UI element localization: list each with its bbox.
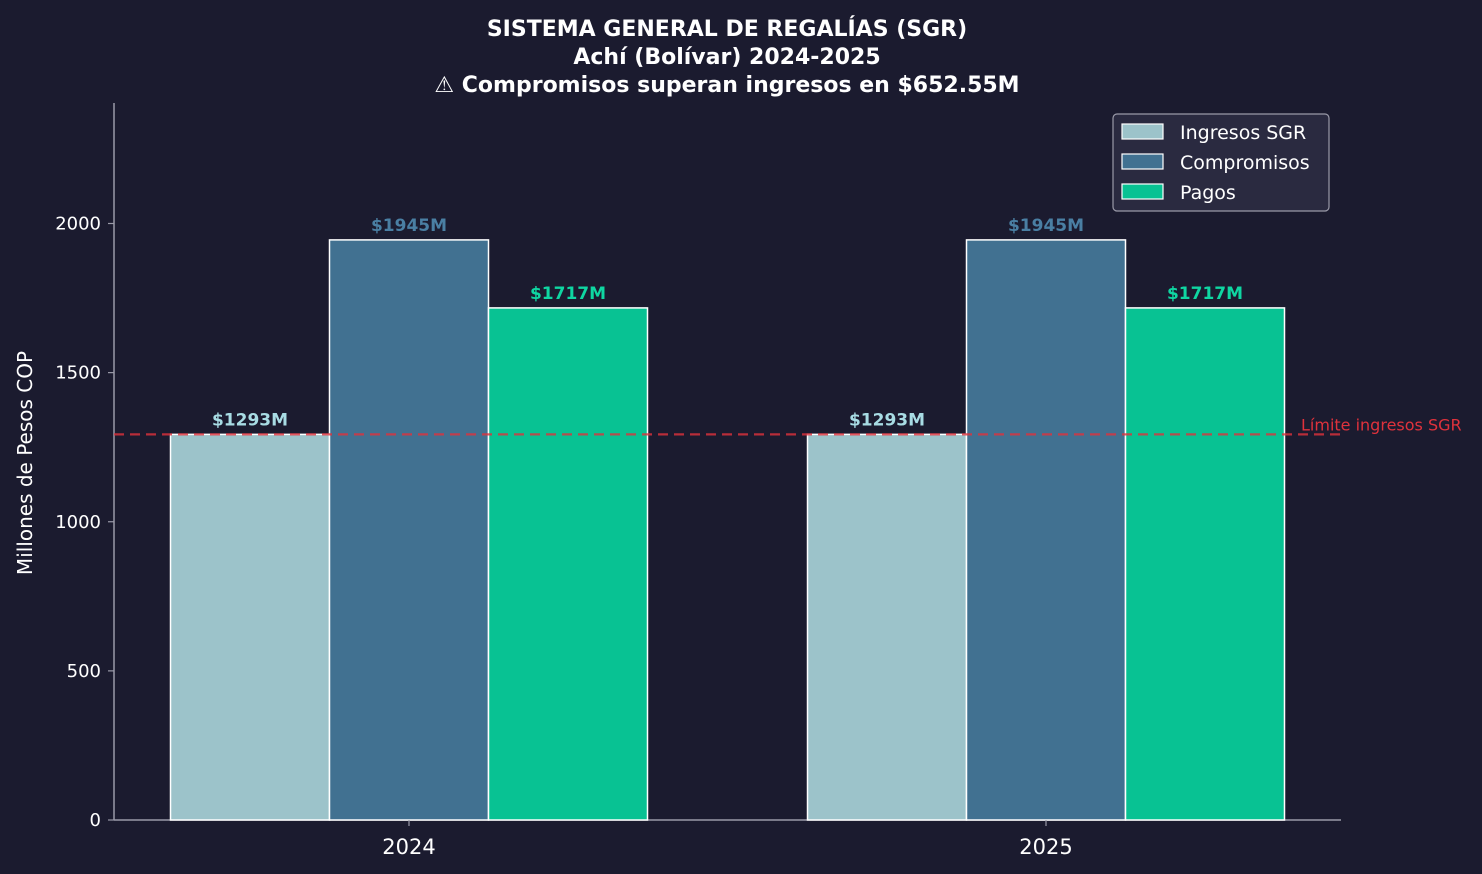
legend-box xyxy=(1112,113,1330,212)
bar xyxy=(806,433,968,821)
bar xyxy=(965,239,1127,821)
legend-label: Compromisos xyxy=(1180,152,1310,174)
y-tick-label: 1500 xyxy=(55,363,101,384)
legend: Ingresos SGR Compromisos Pagos xyxy=(1112,113,1330,212)
reference-line-label: Límite ingresos SGR xyxy=(1301,415,1462,434)
legend-swatch xyxy=(1121,123,1164,140)
legend-swatch xyxy=(1121,153,1164,170)
bar-data-label: $1293M xyxy=(849,410,925,430)
bar xyxy=(487,307,649,821)
legend-label: Pagos xyxy=(1180,182,1236,204)
x-tick-label: 2024 xyxy=(382,835,435,859)
bar-data-label: $1717M xyxy=(1167,284,1243,304)
y-tick-label: 1000 xyxy=(55,512,101,533)
bar-data-label: $1717M xyxy=(530,284,606,304)
legend-swatch xyxy=(1121,183,1164,200)
y-tick-label: 0 xyxy=(90,810,101,831)
y-tick-label: 500 xyxy=(67,661,101,682)
bar xyxy=(169,433,331,821)
bar-data-label: $1945M xyxy=(371,216,447,236)
chart-title-line-1: SISTEMA GENERAL DE REGALÍAS (SGR) xyxy=(487,16,967,42)
legend-label: Ingresos SGR xyxy=(1180,122,1306,144)
y-tick-label: 2000 xyxy=(55,214,101,235)
bar-data-label: $1293M xyxy=(212,410,288,430)
bar xyxy=(1124,307,1286,821)
chart-title-line-3: ⚠ Compromisos superan ingresos en $652.5… xyxy=(434,73,1019,98)
chart-title-line-2: Achí (Bolívar) 2024-2025 xyxy=(573,45,880,70)
bar-data-label: $1945M xyxy=(1008,216,1084,236)
bar xyxy=(328,239,490,821)
plot-area: 0 500 1000 1500 2000 $1293M $1945M $1717M 2024 $1… xyxy=(55,103,1462,859)
y-axis-title: Millones de Pesos COP xyxy=(13,351,37,575)
x-tick-label: 2025 xyxy=(1019,835,1072,859)
